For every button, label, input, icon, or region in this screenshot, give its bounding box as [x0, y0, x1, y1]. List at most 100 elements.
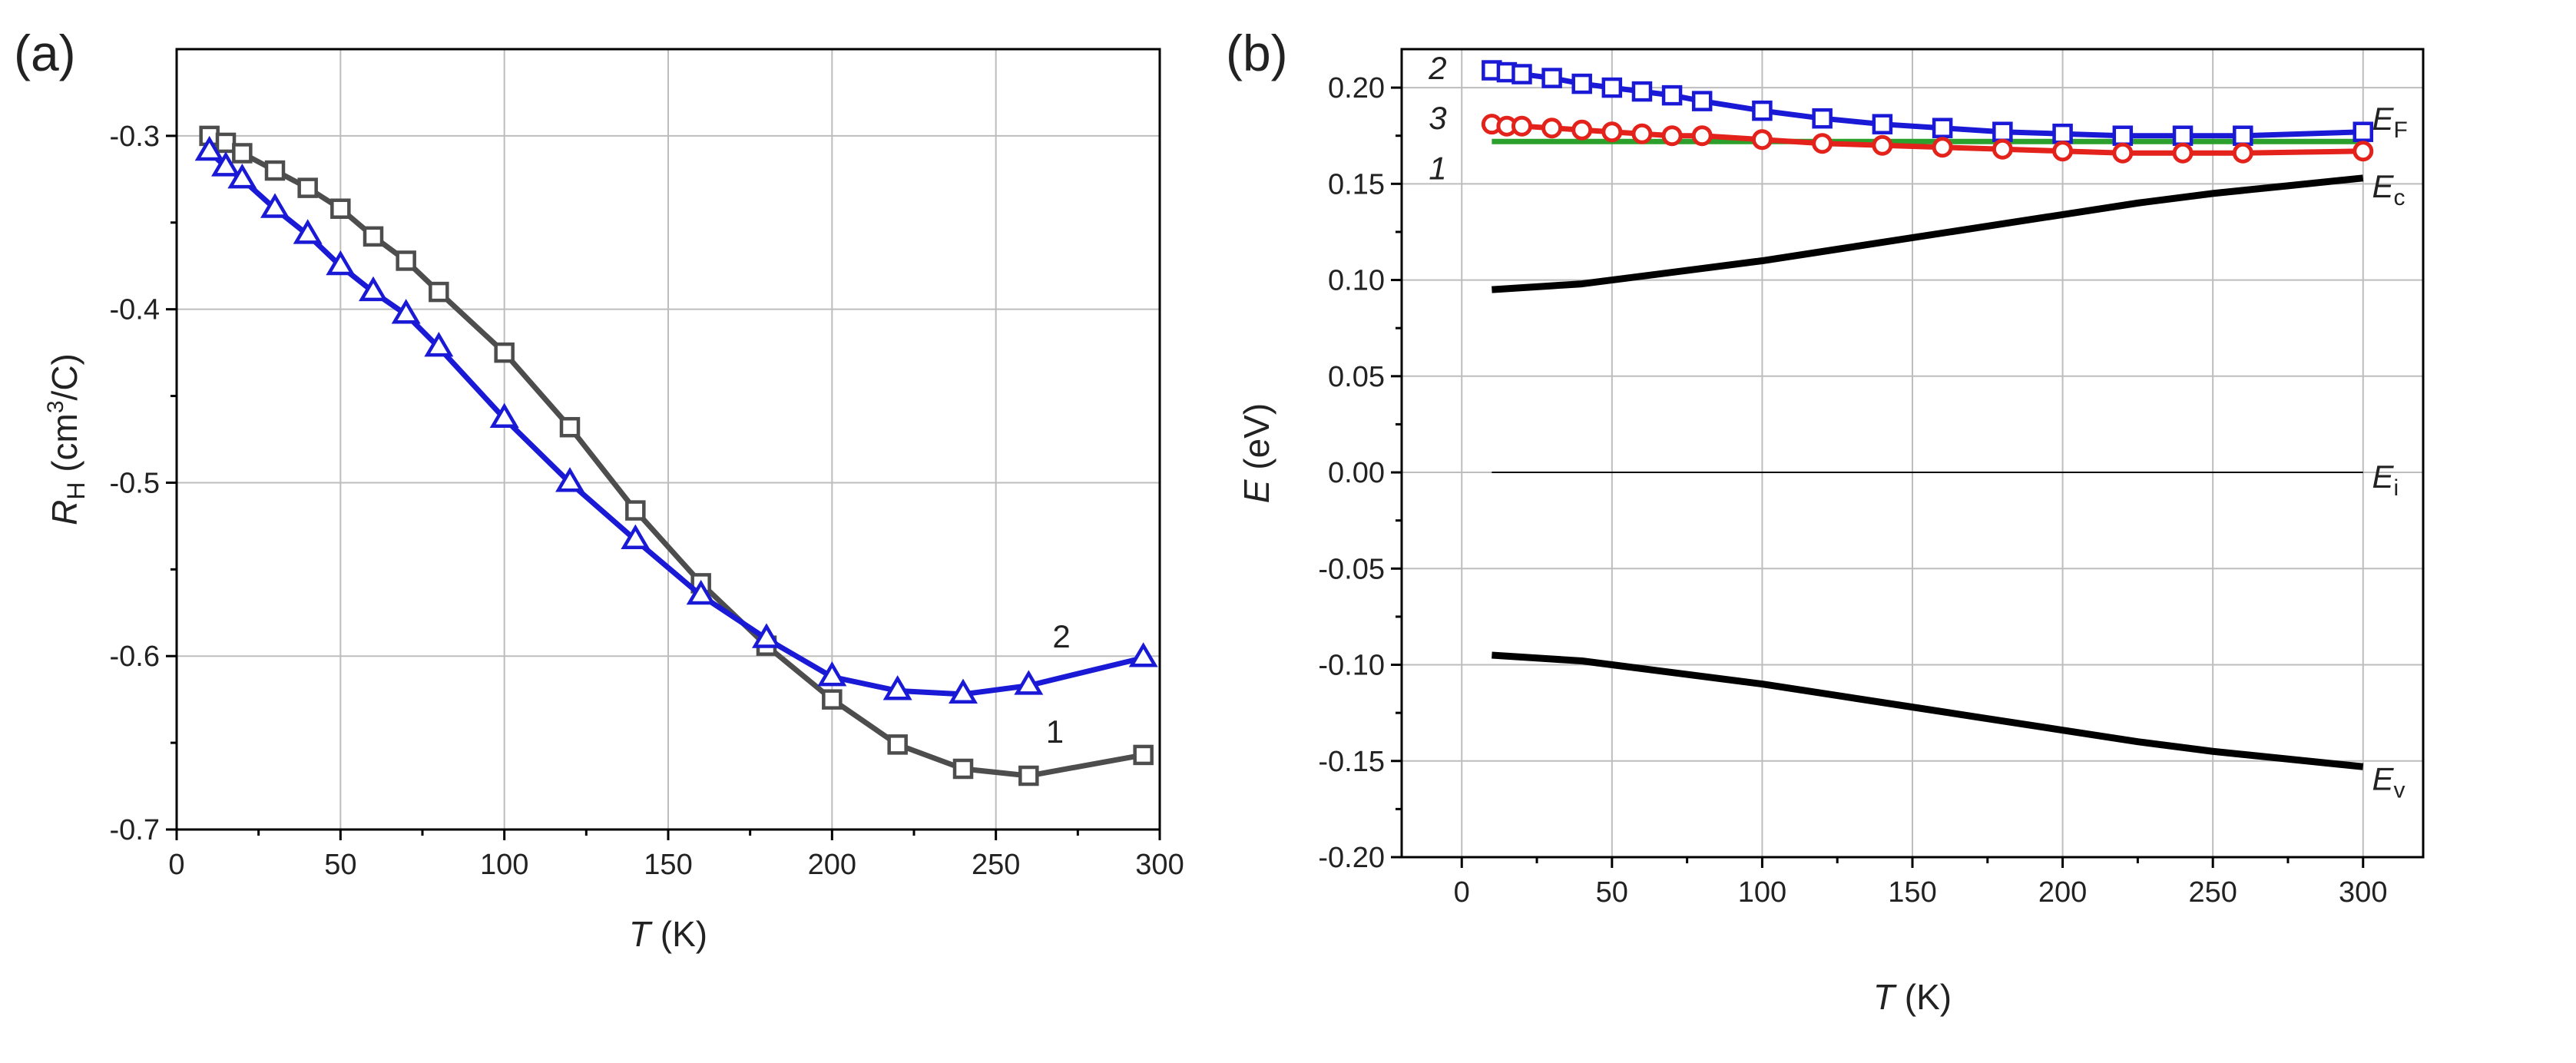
energy-subscript: i	[2394, 475, 2399, 501]
data-point	[2172, 125, 2194, 146]
curve-label: 1	[1429, 150, 1446, 186]
panel-b-x-axis-title: T (K)	[1873, 977, 1952, 1017]
data-point	[2233, 125, 2253, 146]
y-tick-label: -0.6	[110, 641, 160, 673]
y-tick-label: -0.20	[1318, 842, 1385, 874]
data-point	[424, 332, 454, 357]
panel-b-ticks: 0 50 100 150 200 250 300 -0.20 -0.15 -0.10 -0.05 0.…	[1318, 72, 2387, 909]
data-point	[194, 135, 224, 161]
panel-a: (a) 0 50 100 150 200 250 300 -0.7 -0.6 -0.5 -0.4 -0…	[14, 25, 1184, 954]
y-tick-label: 0.05	[1328, 361, 1385, 393]
energy-level-label: EF	[2372, 101, 2408, 143]
data-point	[494, 342, 515, 363]
x-tick-label: 150	[1888, 876, 1936, 909]
series-line-1	[208, 133, 1144, 779]
data-point	[391, 299, 421, 324]
data-point	[1541, 118, 1563, 139]
x-tick-label: 300	[2339, 876, 2387, 909]
data-point	[822, 689, 843, 710]
data-point	[1571, 73, 1592, 94]
data-point	[817, 661, 847, 687]
energy-level-label: Ec	[2372, 168, 2405, 210]
x-tick-label: 100	[1738, 876, 1786, 909]
y-tick-label: -0.05	[1318, 553, 1385, 585]
y-tick-label: 0.15	[1328, 168, 1385, 200]
data-point	[326, 250, 356, 276]
data-point	[330, 198, 351, 219]
panel-a-y-unit-post: /C)	[45, 353, 84, 400]
data-point	[686, 579, 716, 605]
data-point	[2232, 142, 2253, 164]
energy-symbol: E	[2372, 101, 2395, 137]
energy-subscript: v	[2394, 777, 2405, 803]
data-point	[2052, 141, 2074, 162]
data-point	[264, 160, 286, 181]
panel-b-grid	[1402, 49, 2423, 858]
data-point	[952, 758, 974, 780]
energy-symbol: E	[2372, 459, 2395, 495]
y-tick-label: -0.15	[1318, 746, 1385, 778]
y-tick-label: -0.4	[110, 294, 160, 326]
data-point	[559, 416, 581, 438]
data-point	[363, 226, 384, 247]
data-point	[1133, 744, 1154, 766]
panel-b-x-var: T	[1873, 977, 1897, 1017]
data-point	[2112, 125, 2134, 146]
series-2	[1482, 60, 2374, 146]
data-point	[1631, 81, 1653, 102]
panel-a-ticks: 0 50 100 150 200 250 300 -0.7 -0.6 -0.5 -0.4 -0.3	[110, 121, 1184, 881]
data-point	[2112, 142, 2134, 164]
panel-a-x-var: T	[629, 914, 653, 954]
data-point	[1812, 133, 1833, 154]
x-tick-label: 150	[644, 849, 692, 881]
data-point	[1018, 765, 1039, 786]
series-Ev	[1492, 651, 2364, 770]
data-point	[1511, 115, 1532, 137]
data-point	[2172, 142, 2194, 164]
y-tick-label: -0.5	[110, 467, 160, 499]
panel-a-label: (a)	[14, 25, 76, 81]
data-point	[1601, 77, 1623, 98]
energy-subscript: c	[2394, 185, 2405, 210]
data-point	[1691, 91, 1713, 111]
data-point	[232, 143, 253, 164]
data-point	[2353, 141, 2374, 162]
energy-subscript: F	[2394, 118, 2408, 143]
data-point	[625, 500, 646, 521]
data-point	[1571, 119, 1593, 141]
series-line-Ev	[1492, 651, 2364, 770]
data-point	[555, 467, 584, 492]
data-point	[1128, 642, 1158, 667]
y-tick-label: -0.10	[1318, 650, 1385, 682]
panel-a-annotations: 21	[1046, 618, 1071, 750]
panel-a-x-unit: (K)	[651, 914, 707, 954]
panel-a-y-sub: H	[62, 482, 90, 500]
data-point	[1601, 121, 1623, 143]
data-point	[1752, 100, 1773, 121]
series-2	[194, 135, 1158, 704]
data-point	[1541, 68, 1562, 88]
series-line-Ec	[1492, 174, 2364, 293]
data-point	[621, 524, 651, 550]
panel-b-y-var: E	[1237, 479, 1276, 503]
data-point	[2052, 123, 2073, 144]
data-point	[2353, 121, 2374, 142]
panel-a-y-axis-title: RH (cm3/C)	[43, 353, 90, 525]
data-point	[293, 219, 323, 244]
panel-b-series	[1481, 60, 2374, 770]
x-tick-label: 0	[168, 849, 184, 881]
data-point	[297, 177, 318, 198]
x-tick-label: 200	[808, 849, 856, 881]
panel-a-x-axis-title: T (K)	[629, 914, 707, 954]
x-tick-label: 0	[1454, 876, 1470, 909]
y-tick-label: 0.10	[1328, 265, 1385, 297]
data-point	[1014, 670, 1044, 695]
energy-symbol: E	[2372, 168, 2395, 204]
panel-a-series	[194, 125, 1158, 786]
data-point	[1691, 125, 1713, 147]
data-point	[227, 164, 257, 189]
data-point	[1872, 134, 1893, 156]
data-point	[429, 281, 449, 303]
data-point	[1661, 84, 1683, 106]
